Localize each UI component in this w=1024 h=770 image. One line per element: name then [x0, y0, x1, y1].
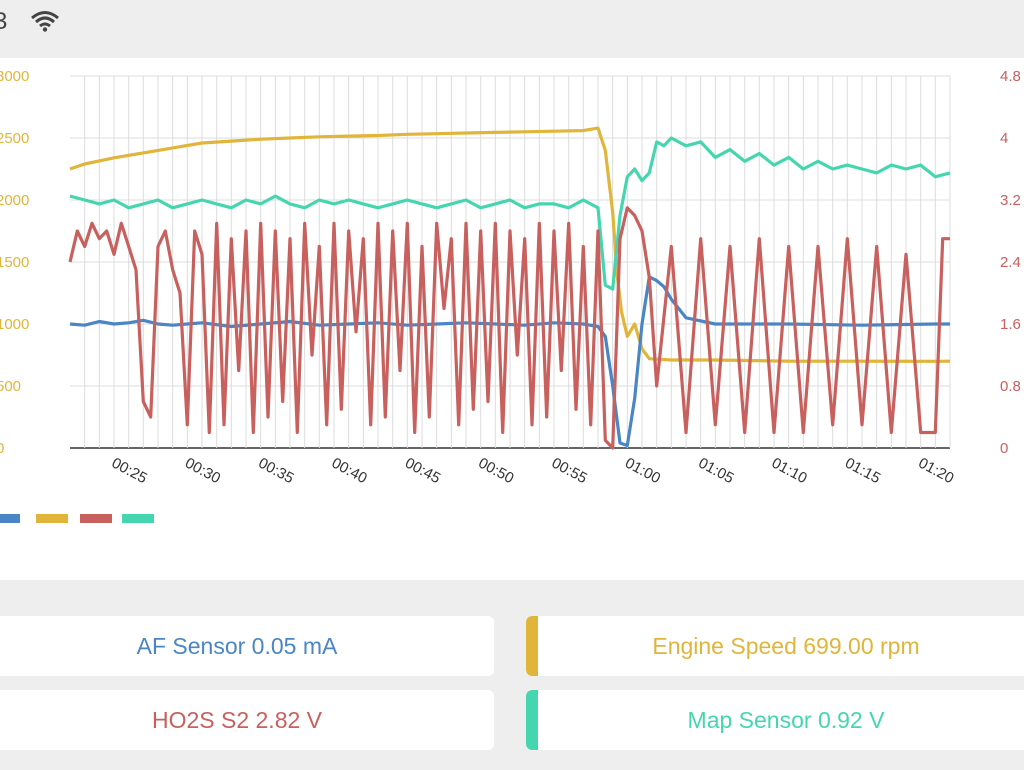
wifi-icon [31, 11, 59, 32]
status-bar: 3 [0, 0, 1024, 42]
y-right-tick-label: 1.6 [1000, 316, 1021, 333]
readout-af[interactable]: AF Sensor 0.05 mA [0, 616, 494, 676]
y-right-tick-label: 4 [1000, 130, 1008, 147]
y-left-tick-label: 3000 [0, 68, 29, 85]
x-tick-label: 01:10 [769, 455, 810, 488]
readout-map[interactable]: Map Sensor 0.92 V [526, 690, 1024, 750]
readout-af-label: AF Sensor 0.05 mA [136, 632, 338, 659]
y-left-tick-label: 1500 [0, 254, 29, 271]
readout-rpm-bar [526, 616, 538, 676]
x-tick-label: 00:55 [549, 455, 590, 488]
legend-map [122, 514, 154, 523]
y-right-tick-label: 0.8 [1000, 378, 1021, 395]
x-tick-label: 01:05 [695, 455, 736, 488]
chart-card: 3000 4.8 2500 4 2000 3.2 1500 2.4 1000 1.6 500 0.8 0… [0, 58, 1024, 580]
y-left-tick-label: 1000 [0, 316, 29, 333]
x-tick-label: 00:25 [109, 455, 150, 488]
y-right-tick-label: 2.4 [1000, 254, 1021, 271]
readout-ho2s-label: HO2S S2 2.82 V [151, 706, 323, 733]
sensor-chart: 3000 4.8 2500 4 2000 3.2 1500 2.4 1000 1.6 500 0.8 0… [0, 68, 1021, 488]
y-right-tick-label: 3.2 [1000, 192, 1021, 209]
x-tick-label: 01:00 [622, 455, 663, 488]
readout-ho2s[interactable]: HO2S S2 2.82 V [0, 690, 494, 750]
readout-map-bar [526, 690, 538, 750]
series-line-map [69, 136, 951, 291]
y-left-tick-label: 2000 [0, 192, 29, 209]
y-left-tick-label: 0 [0, 440, 4, 457]
x-tick-label: 00:45 [402, 455, 443, 488]
x-tick-label: 00:35 [255, 455, 296, 488]
readout-rpm[interactable]: Engine Speed 699.00 rpm [526, 616, 1024, 676]
y-right-tick-label: 0 [1000, 440, 1008, 457]
legend-rpm [36, 514, 68, 523]
x-tick-label: 01:15 [842, 455, 883, 488]
x-tick-label: 00:40 [329, 455, 370, 488]
x-tick-label: 00:30 [182, 455, 223, 488]
legend-af [0, 514, 20, 523]
status-time: 3 [0, 8, 8, 35]
readout-rpm-label: Engine Speed 699.00 rpm [652, 632, 920, 659]
readout-map-label: Map Sensor 0.92 V [687, 706, 885, 733]
y-left-tick-label: 500 [0, 378, 21, 395]
y-left-tick-label: 2500 [0, 130, 29, 147]
legend-ho2s [80, 514, 112, 523]
x-tick-label: 00:50 [475, 455, 516, 488]
y-right-tick-label: 4.8 [1000, 68, 1021, 85]
x-tick-label: 01:20 [915, 455, 956, 488]
series-line-ho2s [68, 206, 950, 450]
